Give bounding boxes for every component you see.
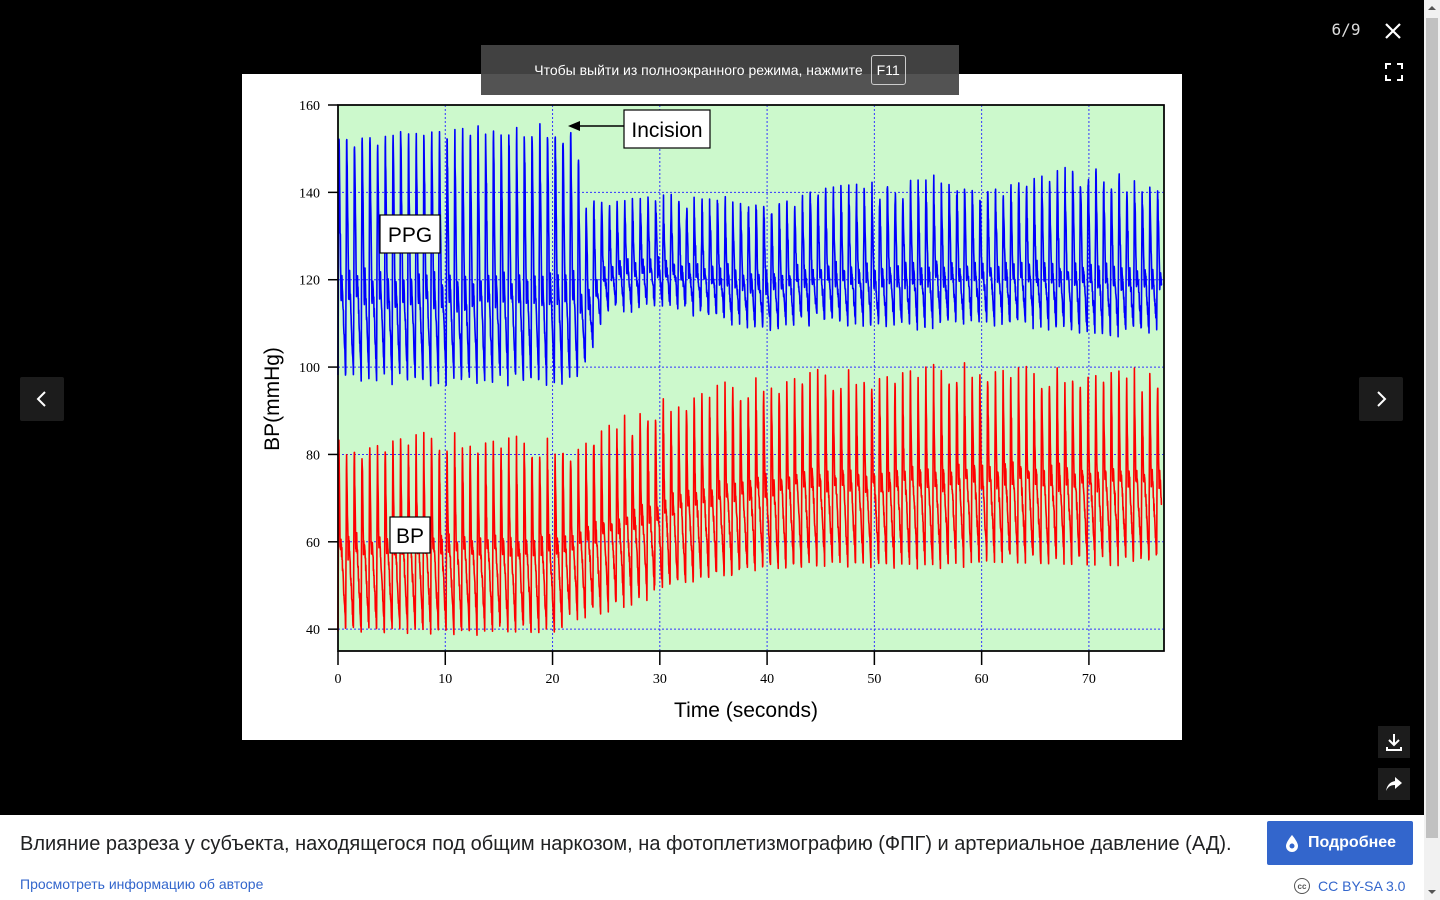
next-image-button[interactable]: [1359, 377, 1403, 421]
download-icon: [1386, 734, 1402, 751]
bp-ppg-chart: 0 10 20 30 40 50 60 70 40 60 80 100 120 140 160 Time (…: [261, 99, 1165, 722]
fullscreen-icon: [1385, 63, 1403, 81]
share-button[interactable]: [1378, 768, 1410, 800]
previous-image-button[interactable]: [20, 377, 64, 421]
cc-icon: cc: [1294, 878, 1310, 894]
x-tick-label: 30: [653, 672, 667, 687]
share-icon: [1386, 777, 1402, 791]
annotation-ppg: PPG: [379, 214, 441, 254]
y-tick-label: 80: [306, 448, 320, 463]
page-scrollbar[interactable]: [1424, 0, 1440, 900]
plot-frame: [337, 104, 1165, 652]
image-counter: 6/9: [1331, 20, 1361, 39]
x-tick-label: 40: [760, 672, 774, 687]
x-tick-label: 70: [1082, 672, 1096, 687]
more-details-label: Подробнее: [1307, 834, 1397, 851]
y-tick-label: 40: [306, 623, 320, 638]
caption-bar: Влияние разреза у субъекта, находящегося…: [0, 815, 1424, 900]
scroll-thumb[interactable]: [1426, 18, 1438, 838]
y-tick-label: 140: [299, 186, 320, 201]
close-button[interactable]: [1376, 14, 1410, 48]
fullscreen-button[interactable]: [1378, 56, 1410, 88]
annotation-bp: BP: [389, 516, 431, 554]
chevron-right-icon: [1377, 391, 1387, 407]
x-tick-label: 20: [546, 672, 560, 687]
fullscreen-toast-text: Чтобы выйти из полноэкранного режима, на…: [534, 62, 863, 78]
x-tick-label: 10: [438, 672, 452, 687]
y-tick-label: 160: [299, 99, 320, 114]
bp-series-line: [337, 361, 1163, 637]
scroll-up-arrow-icon[interactable]: [1424, 0, 1440, 16]
license-text: CC BY-SA 3.0: [1318, 878, 1406, 894]
annotation-incision: Incision: [568, 109, 711, 149]
more-details-button[interactable]: Подробнее: [1267, 821, 1413, 865]
download-button[interactable]: [1378, 726, 1410, 758]
y-tick-label: 60: [306, 536, 320, 551]
author-info-link[interactable]: Просмотреть информацию об авторе: [20, 876, 264, 892]
y-axis-label: BP(mmHg): [261, 347, 284, 451]
chevron-left-icon: [36, 391, 46, 407]
scroll-down-arrow-icon[interactable]: [1424, 884, 1440, 900]
annotation-incision-text: Incision: [631, 119, 702, 142]
close-icon: [1385, 23, 1401, 39]
x-tick-label: 60: [975, 672, 989, 687]
image-caption: Влияние разреза у субъекта, находящегося…: [20, 833, 1232, 855]
x-tick-label: 50: [867, 672, 881, 687]
displayed-image: 0 10 20 30 40 50 60 70 40 60 80 100 120 140 160 Time (…: [242, 74, 1182, 740]
license-link[interactable]: cc CC BY-SA 3.0: [1294, 878, 1405, 894]
wikipedia-drop-icon: [1285, 835, 1298, 852]
f11-key-badge: F11: [870, 55, 906, 85]
annotation-bp-text: BP: [396, 525, 424, 548]
x-tick-label: 0: [335, 672, 342, 687]
ppg-series-line: [337, 122, 1163, 387]
y-tick-label: 120: [299, 274, 320, 289]
annotation-ppg-text: PPG: [388, 224, 432, 247]
x-axis-label: Time (seconds): [674, 699, 818, 722]
fullscreen-exit-toast: Чтобы выйти из полноэкранного режима, на…: [481, 45, 959, 95]
image-viewer: 6/9 0 10 2: [20, 14, 1410, 800]
y-tick-label: 100: [299, 361, 320, 376]
